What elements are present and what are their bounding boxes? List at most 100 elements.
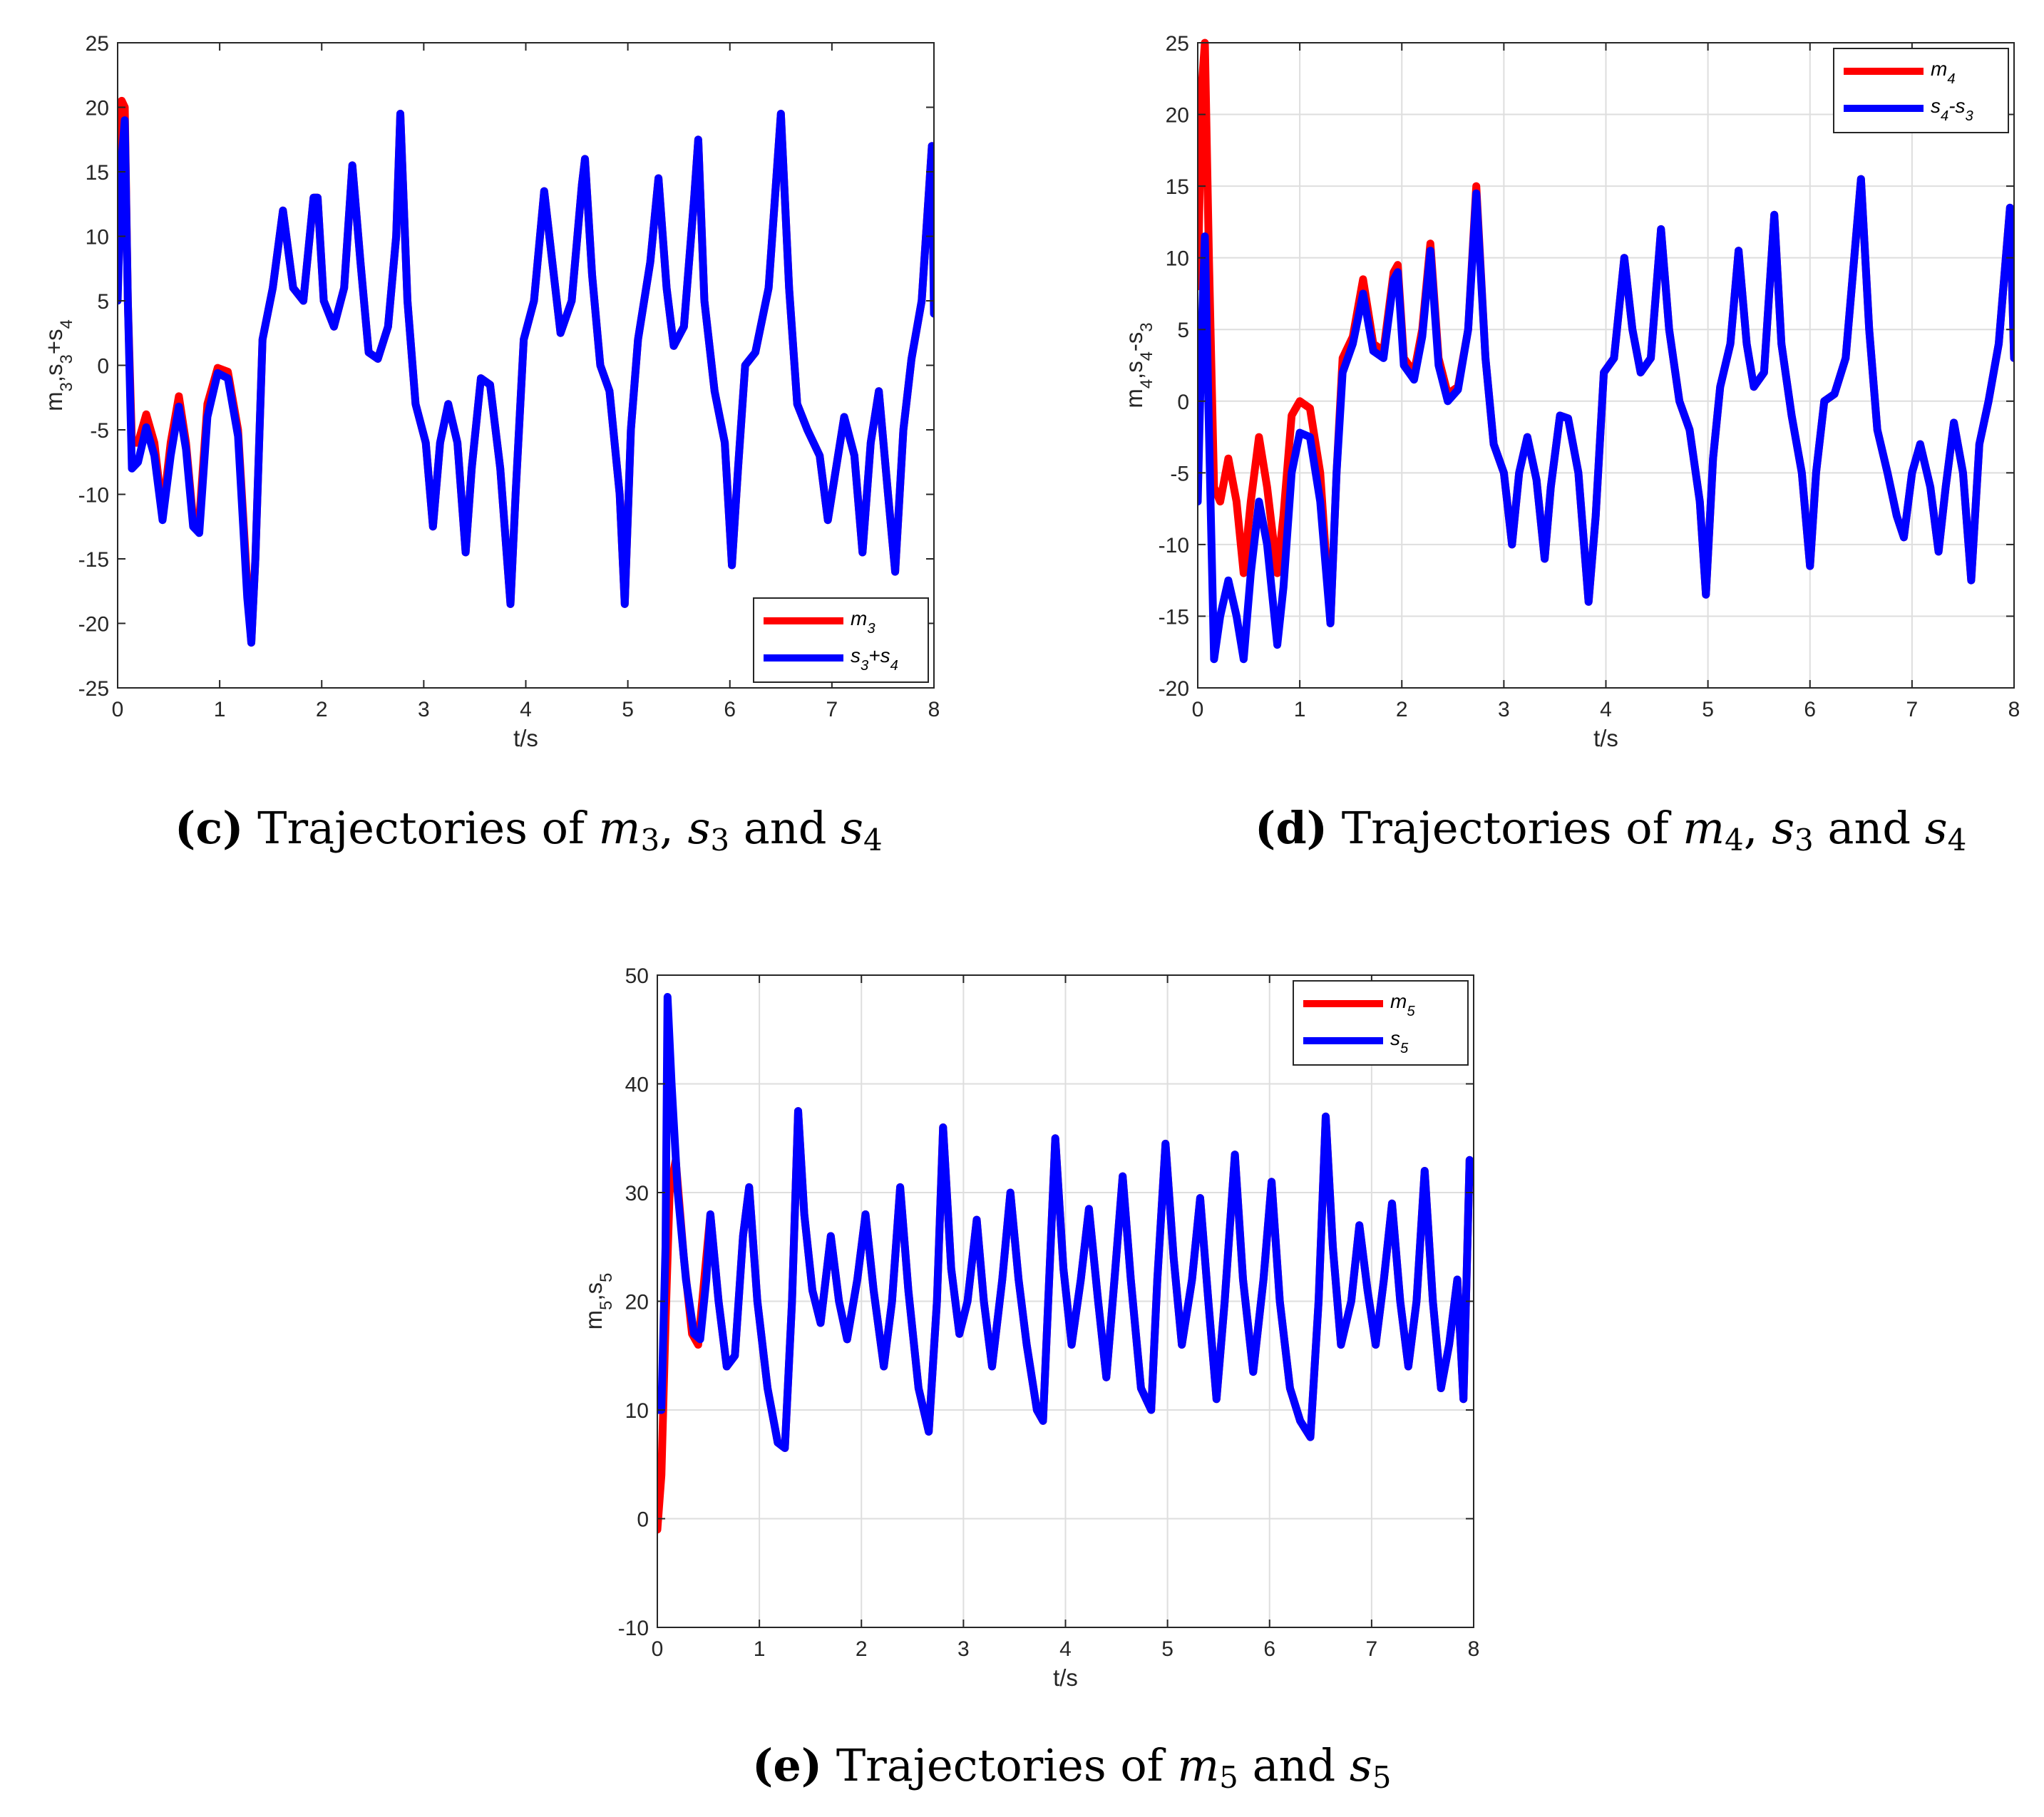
- caption-var: s: [1924, 802, 1948, 854]
- x-tick-label: 8: [928, 698, 940, 721]
- legend-box: [1293, 980, 1469, 1066]
- caption-c: (c) Trajectories of m3, s3 and s4: [175, 802, 883, 855]
- caption-sub: 5: [1372, 1760, 1392, 1795]
- x-tick-label: 6: [724, 698, 736, 721]
- x-tick-label: 4: [1600, 698, 1612, 721]
- caption-sub: 3: [1794, 823, 1814, 858]
- x-tick-label: 7: [826, 698, 838, 721]
- x-tick-label: 3: [418, 698, 430, 721]
- chart-d: 0 1 2 3 4 5 6 7 8 -20 -15 -10 -5 0 5 10 15 20 25 t/s m4,s4-s…: [1121, 32, 2020, 751]
- y-tick-label: -10: [78, 484, 109, 508]
- x-tick-label: 1: [754, 1637, 766, 1661]
- x-tick-label: 8: [2008, 698, 2020, 721]
- x-tick-label: 8: [1468, 1637, 1480, 1661]
- y-tick-label: 20: [625, 1291, 649, 1314]
- x-tick-label: 0: [1192, 698, 1204, 721]
- x-tick-label: 5: [1161, 1637, 1173, 1661]
- legend-entry-m4: m4: [1931, 58, 1956, 87]
- x-tick-label: 0: [652, 1637, 664, 1661]
- y-tick-label: -20: [1159, 677, 1189, 701]
- x-tick-label: 2: [1396, 698, 1408, 721]
- caption-sub: 4: [1947, 823, 1967, 858]
- x-tick-label: 6: [1263, 1637, 1275, 1661]
- x-tick-label: 0: [112, 698, 124, 721]
- caption-sub: 5: [1219, 1760, 1238, 1795]
- caption-var: s: [841, 802, 863, 854]
- legend-box: [1833, 48, 2009, 133]
- caption-var: s: [1349, 1739, 1372, 1791]
- x-axis-label: t/s: [1053, 1664, 1078, 1691]
- y-tick-label: 50: [625, 964, 649, 988]
- y-tick-label: 0: [1177, 391, 1189, 414]
- legend-entry-s4-s3: s4-s3: [1931, 95, 1974, 124]
- x-tick-label: 6: [1804, 698, 1816, 721]
- caption-text: and: [729, 802, 841, 854]
- x-tick-label: 3: [957, 1637, 970, 1661]
- series-line-s3+s4: [118, 110, 934, 647]
- y-tick-label: 25: [1166, 32, 1189, 56]
- y-tick-label: 5: [1177, 319, 1189, 342]
- y-tick-label: 30: [625, 1182, 649, 1205]
- x-tick-label: 7: [1366, 1637, 1378, 1661]
- chart-c: 0 1 2 3 4 5 6 7 8 -25 -20 -15 -10 -5 0 5 10 15 20 25 t/s m3,s…: [41, 32, 940, 751]
- x-tick-label: 4: [520, 698, 532, 721]
- legend-entry-m3: m3: [851, 607, 875, 637]
- y-tick-label: -15: [78, 548, 109, 572]
- x-tick-label: 1: [214, 698, 226, 721]
- series-line-s4-s3: [1198, 175, 2014, 664]
- caption-var: m: [1177, 1739, 1220, 1791]
- legend-box: [753, 597, 929, 683]
- legend-entry-s3+s4: s3+s4: [851, 644, 898, 674]
- y-tick-label: -20: [78, 613, 109, 637]
- caption-label: (c): [175, 802, 244, 854]
- caption-text: and: [1238, 1739, 1350, 1791]
- x-tick-label: 2: [316, 698, 328, 721]
- caption-text: Trajectories of: [1327, 802, 1683, 854]
- caption-label: (d): [1255, 802, 1328, 854]
- y-tick-label: 15: [86, 161, 109, 185]
- legend: m4 s4-s3: [1833, 48, 2009, 133]
- caption-var: s: [687, 802, 711, 854]
- caption-sub: 4: [863, 823, 883, 858]
- y-axis-label: m5,s5: [580, 1273, 616, 1330]
- x-tick-label: 5: [622, 698, 634, 721]
- caption-sub: 3: [640, 823, 660, 858]
- caption-var: m: [1683, 802, 1725, 854]
- caption-e: (e) Trajectories of m5 and s5: [752, 1739, 1391, 1793]
- x-tick-label: 2: [856, 1637, 868, 1661]
- y-tick-label: 0: [97, 355, 109, 379]
- legend: m3 s3+s4: [753, 597, 929, 683]
- y-tick-label: -10: [618, 1617, 649, 1640]
- y-tick-label: 25: [86, 32, 109, 56]
- caption-text: Trajectories of: [822, 1739, 1178, 1791]
- y-tick-label: -15: [1159, 605, 1189, 629]
- y-tick-label: -5: [90, 419, 109, 443]
- caption-label: (e): [752, 1739, 823, 1791]
- x-tick-label: 7: [1906, 698, 1919, 721]
- x-axis-label: t/s: [1593, 725, 1618, 751]
- y-tick-label: 5: [97, 290, 109, 314]
- x-tick-label: 3: [1498, 698, 1510, 721]
- y-tick-label: 15: [1166, 175, 1189, 199]
- y-axis-label: m4,s4-s3: [1121, 322, 1156, 408]
- caption-sub: 3: [710, 823, 730, 858]
- y-tick-label: -10: [1159, 534, 1189, 557]
- y-tick-label: 20: [86, 97, 109, 120]
- y-tick-label: 10: [86, 226, 109, 249]
- legend-entry-s5: s5: [1390, 1027, 1409, 1056]
- y-axis-label: m3,s3+s4: [41, 319, 76, 411]
- series-line-s5: [657, 993, 1474, 1452]
- caption-text: ,: [659, 802, 688, 854]
- caption-d: (d) Trajectories of m4, s3 and s4: [1255, 802, 1966, 855]
- y-tick-label: 10: [1166, 247, 1189, 271]
- x-tick-label: 5: [1702, 698, 1714, 721]
- y-tick-label: 20: [1166, 104, 1189, 128]
- y-tick-label: 10: [625, 1399, 649, 1423]
- y-tick-label: 40: [625, 1074, 649, 1097]
- x-tick-label: 4: [1059, 1637, 1072, 1661]
- x-tick-label: 1: [1294, 698, 1306, 721]
- x-axis-label: t/s: [513, 725, 538, 751]
